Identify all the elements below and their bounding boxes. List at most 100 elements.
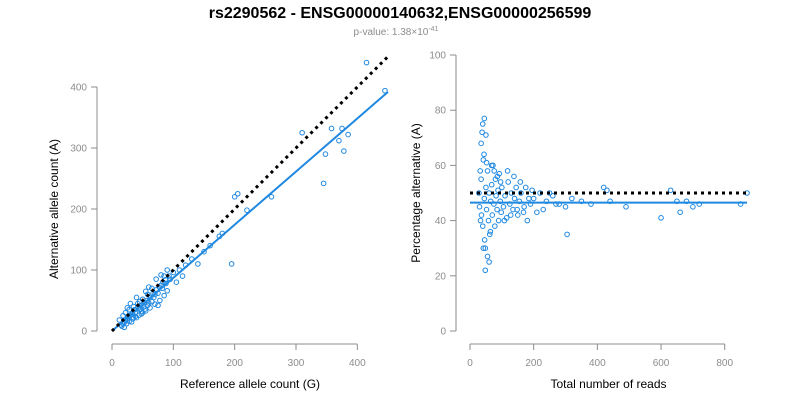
data-point: [124, 305, 131, 311]
data-point: [481, 195, 488, 202]
x-tick-label: 200: [525, 358, 542, 369]
data-point: [478, 212, 485, 218]
data-point: [127, 300, 134, 307]
data-point: [136, 298, 143, 305]
data-point: [498, 209, 505, 216]
x-tick-label: 600: [653, 358, 670, 369]
data-point: [511, 195, 518, 202]
data-point: [526, 195, 532, 202]
data-point: [201, 248, 207, 255]
data-point: [489, 212, 496, 218]
data-point: [268, 194, 275, 200]
data-point: [483, 184, 489, 191]
data-point: [540, 206, 547, 213]
data-point: [482, 245, 489, 251]
y-tick-label: 0: [440, 327, 446, 338]
data-point: [479, 223, 486, 229]
data-point: [487, 228, 494, 235]
data-point: [562, 204, 569, 210]
x-tick-label: 400: [589, 358, 606, 369]
data-point: [481, 237, 488, 243]
x-tick-label: 0: [109, 358, 115, 369]
data-point: [513, 184, 519, 191]
data-point: [244, 207, 250, 214]
data-point: [623, 204, 629, 210]
fit-line: [111, 91, 389, 332]
p-value-label: p-value: 1.38×10: [354, 27, 429, 38]
data-point: [493, 192, 499, 199]
data-point: [126, 318, 132, 325]
data-point: [479, 129, 485, 136]
data-point: [521, 204, 527, 210]
data-point: [483, 132, 489, 138]
data-point: [478, 140, 484, 147]
data-point: [121, 324, 128, 331]
data-point: [485, 217, 492, 224]
data-point: [146, 284, 152, 290]
y-axis-title: Alternative allele count (A): [47, 139, 61, 279]
data-point: [488, 181, 495, 188]
y-tick-label: 80: [435, 106, 447, 117]
data-point: [155, 302, 161, 309]
data-point: [492, 223, 498, 229]
x-tick-label: 300: [288, 358, 305, 369]
right-scatter-plot: 0 200 400 600 800 0 20 40 60 80 100 Total number of…: [409, 51, 750, 391]
y-tick-label: 20: [435, 271, 447, 282]
data-point: [478, 176, 484, 182]
y-axis-title: Percentage alternative (A): [409, 123, 423, 262]
chart-subtitle: p-value: 1.38×10-41: [354, 26, 439, 38]
data-point: [157, 297, 163, 304]
data-point: [534, 209, 540, 216]
data-point: [139, 309, 146, 316]
data-point: [142, 288, 149, 295]
data-point: [501, 217, 508, 224]
data-point: [500, 204, 507, 210]
data-point: [505, 179, 512, 185]
y-tick-label: 100: [70, 266, 87, 277]
data-point: [494, 206, 500, 213]
y-tick-label: 200: [70, 205, 87, 216]
data-point: [328, 125, 335, 132]
data-point: [494, 173, 501, 180]
data-point: [147, 294, 154, 301]
data-point: [488, 162, 495, 169]
data-point: [518, 190, 524, 196]
data-point: [486, 231, 493, 238]
data-point: [511, 173, 517, 180]
data-point: [345, 131, 351, 138]
data-point: [522, 184, 529, 191]
data-point: [136, 312, 142, 318]
data-point: [514, 212, 521, 218]
data-point: [138, 308, 145, 315]
y-tick-label: 300: [70, 144, 87, 155]
left-scatter-plot: 0 100 200 300 400 0 100 200 300 400 Reference alle…: [47, 55, 390, 391]
data-point: [161, 292, 167, 299]
data-point: [690, 204, 696, 210]
data-point: [497, 179, 504, 185]
data-point: [549, 192, 556, 199]
x-axis-title: Total number of reads: [550, 377, 666, 391]
data-point: [600, 184, 607, 191]
reference-line: [110, 55, 390, 333]
data-point: [484, 168, 491, 174]
y-tick-label: 0: [81, 327, 87, 338]
data-point: [530, 195, 537, 202]
data-point: [142, 306, 148, 312]
x-axis-title: Reference allele count (G): [180, 377, 320, 391]
data-point: [480, 245, 487, 251]
data-point: [195, 261, 201, 267]
data-point: [320, 180, 327, 187]
data-point: [483, 159, 490, 166]
data-point: [677, 209, 683, 216]
data-point: [133, 294, 140, 301]
x-tick-label: 200: [226, 358, 243, 369]
data-point: [336, 137, 342, 144]
data-point: [495, 217, 502, 224]
data-point: [231, 194, 238, 200]
data-point: [481, 151, 487, 158]
data-point: [569, 195, 575, 202]
data-point: [483, 206, 490, 213]
data-point: [158, 272, 164, 278]
data-point: [482, 267, 489, 274]
